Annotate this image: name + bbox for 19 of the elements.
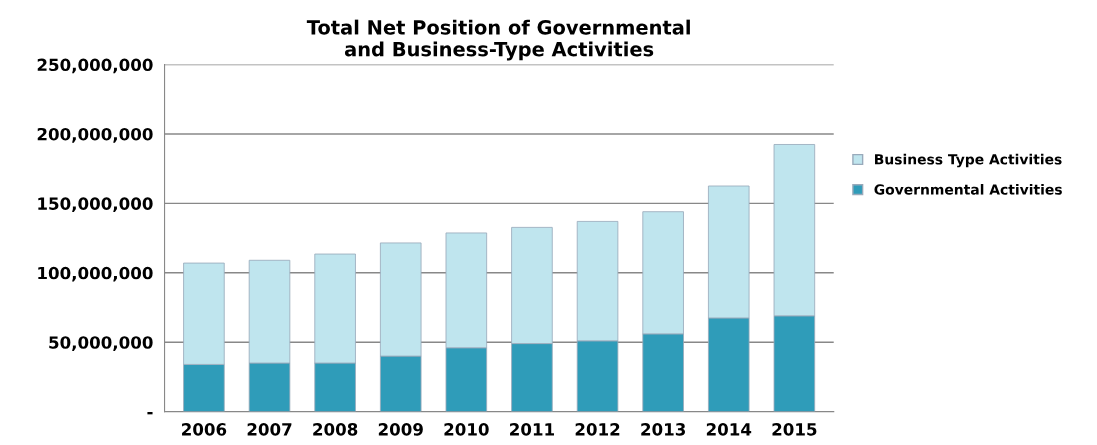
legend-label: Business Type Activities <box>875 153 1062 168</box>
x-tick-label: 2006 <box>182 423 227 436</box>
x-tick-label: 2011 <box>510 423 554 436</box>
y-tick-label: 200,000,000 <box>37 127 153 143</box>
x-tick-label: 2015 <box>772 423 817 436</box>
x-tick-label: 2009 <box>378 423 423 436</box>
y-tick-label: 150,000,000 <box>38 197 153 213</box>
x-tick-label: 2007 <box>247 423 292 436</box>
x-tick-label: 2012 <box>575 423 620 436</box>
chart-title: Total Net Position of Governmental and Business-Type Activities <box>306 19 690 61</box>
y-tick-label: 100,000,000 <box>38 266 153 282</box>
y-tick-label: 250,000,000 <box>37 58 153 74</box>
x-tick-label: 2013 <box>641 423 686 436</box>
x-tick-label: 2014 <box>706 423 752 436</box>
x-tick-label: 2010 <box>444 423 489 436</box>
y-tick-label: 50,000,000 <box>49 336 153 351</box>
legend-label: Governmental Activities <box>874 183 1062 195</box>
y-tick-label: - <box>147 411 153 415</box>
x-tick-label: 2008 <box>313 423 358 436</box>
